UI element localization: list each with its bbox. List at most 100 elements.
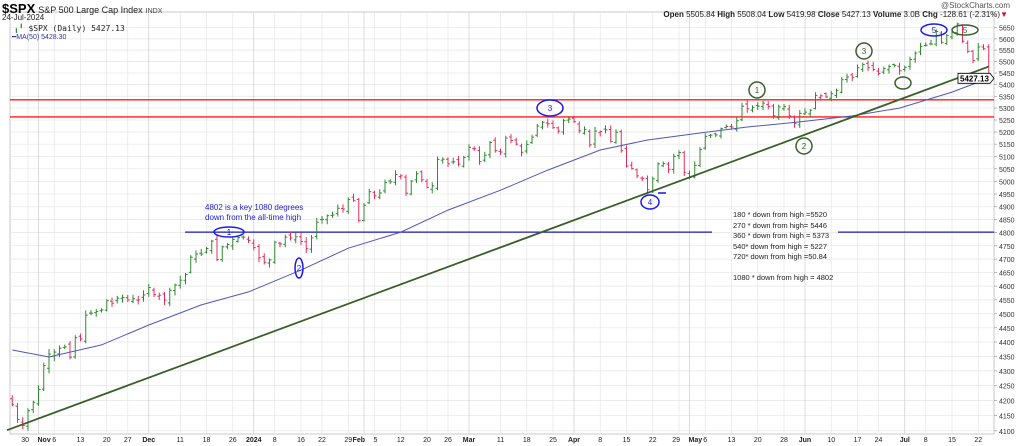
ohlc-bar (246, 236, 251, 244)
ohlc-bar (89, 310, 93, 316)
ohlc-bar (393, 170, 398, 186)
ohlc-bar (608, 125, 613, 143)
ohlc-bar (209, 239, 214, 254)
ohlc-bar (435, 156, 440, 191)
ohlc-bar (283, 234, 288, 248)
y-tick-label: 4800 (999, 231, 1015, 238)
last-price-tag-shape (957, 72, 995, 84)
ohlc-bar (614, 129, 618, 144)
ohlc-bar (645, 175, 650, 195)
ohlc-bar (94, 308, 99, 317)
trendline (6, 65, 990, 432)
ohlc-bar (582, 126, 587, 135)
ohlc-bar (225, 243, 230, 250)
y-tick-label: 5450 (999, 71, 1015, 78)
ohlc-bar (918, 42, 923, 56)
y-tick-label: 4700 (999, 257, 1015, 264)
ohlc-bar (467, 144, 471, 161)
ohlc-bar (761, 100, 765, 111)
y-tick-label: 5050 (999, 167, 1015, 174)
ohlc-icon: ╻╹ (14, 24, 24, 33)
ohlc-bar (104, 299, 109, 312)
ohlc-bar (83, 310, 88, 344)
x-tick-label: 26 (444, 437, 452, 444)
x-tick-label: 11 (497, 437, 504, 444)
y-tick-label: 4250 (999, 384, 1015, 391)
quote-summary: Open 5505.84 High 5508.04 Low 5419.98 Cl… (663, 10, 1008, 19)
ohlc-bar (944, 34, 949, 45)
y-tick-label: 5650 (999, 26, 1015, 33)
ohlc-bar (152, 287, 156, 298)
y-tick-label: 5600 (999, 37, 1015, 44)
x-tick-label: 27 (124, 437, 132, 444)
last-price-label: 5427.13 (960, 74, 989, 83)
ohlc-bar (902, 65, 907, 72)
note-line: 4802 is a key 1080 degrees (205, 203, 304, 212)
ohlc-bar (62, 344, 67, 350)
wave-ellipse (294, 257, 304, 279)
wave-ellipse (795, 137, 813, 155)
volume-value: 3.0B (903, 10, 921, 19)
ohlc-bar (587, 129, 592, 148)
y-tick-label: 5550 (999, 48, 1015, 55)
degree-note: 720* down from high =50.84 (733, 252, 828, 262)
ohlc-bar (388, 179, 393, 185)
ohlc-bar (666, 161, 671, 174)
y-tick-label: 4450 (999, 326, 1015, 333)
y-tick-label: 5000 (999, 179, 1015, 186)
wave-label: 5 (963, 26, 968, 35)
ohlc-bar (99, 308, 104, 313)
ohlc-bar (771, 103, 776, 119)
y-tick-label: 4850 (999, 218, 1015, 225)
last-price-tag: 5427.13 (957, 72, 995, 84)
degree-note: 180 * down from high =5520 (733, 210, 828, 219)
y-tick-label: 5100 (999, 154, 1015, 161)
ohlc-bar (509, 134, 513, 144)
x-tick-label: Nov (38, 437, 51, 444)
y-tick-label: 5150 (999, 142, 1015, 149)
key-level-note: 4802 is a key 1080 degrees down from the… (205, 203, 303, 223)
wave-ellipse (640, 194, 660, 210)
ohlc-bar (519, 143, 524, 157)
ohlc-bar (540, 121, 545, 130)
ohlc-bar (194, 250, 198, 263)
x-tick-label: 15 (623, 437, 631, 444)
ohlc-bar (215, 235, 219, 262)
ohlc-bar (362, 203, 366, 222)
change-label: Chg (922, 10, 938, 19)
x-tick-label: 2024 (246, 437, 262, 444)
x-tick-label: 30 (21, 437, 29, 444)
green-wave-marker (894, 76, 912, 90)
ohlc-bar (162, 291, 167, 305)
y-tick-label: 4400 (999, 340, 1015, 347)
ohlc-bar (572, 115, 576, 123)
ohlc-bar (698, 147, 702, 168)
ohlc-bar (220, 245, 225, 262)
close-value: 5427.13 (841, 10, 871, 19)
x-tick-label: 22 (318, 437, 326, 444)
ohlc-bar (824, 92, 828, 99)
ohlc-bar (934, 29, 939, 47)
ohlc-bar (603, 125, 608, 134)
ohlc-bar (829, 90, 834, 102)
x-tick-label: Apr (568, 437, 580, 444)
blue-wave-marker: 5 (920, 23, 948, 37)
degree-note (733, 263, 833, 273)
x-tick-label: 20 (423, 437, 431, 444)
ohlc-bar (20, 417, 25, 430)
volume-label: Volume (873, 10, 902, 19)
ohlc-bar (703, 133, 708, 150)
x-tick-label: 22 (649, 437, 657, 444)
x-tick-label: Mar (463, 437, 476, 444)
ohlc-bar (41, 362, 46, 392)
y-tick-label: 4950 (999, 192, 1015, 199)
x-tick-label: 8 (273, 437, 277, 444)
wave-annotations: 1 2 3 4 5 1 2 3 5 (213, 23, 979, 279)
x-tick-label: 13 (77, 437, 85, 444)
ohlc-bar (629, 161, 634, 170)
x-tick-label: 8 (924, 437, 928, 444)
ohlc-bar (346, 197, 351, 215)
ohlc-bar (272, 240, 277, 264)
ohlc-bar (566, 117, 571, 124)
